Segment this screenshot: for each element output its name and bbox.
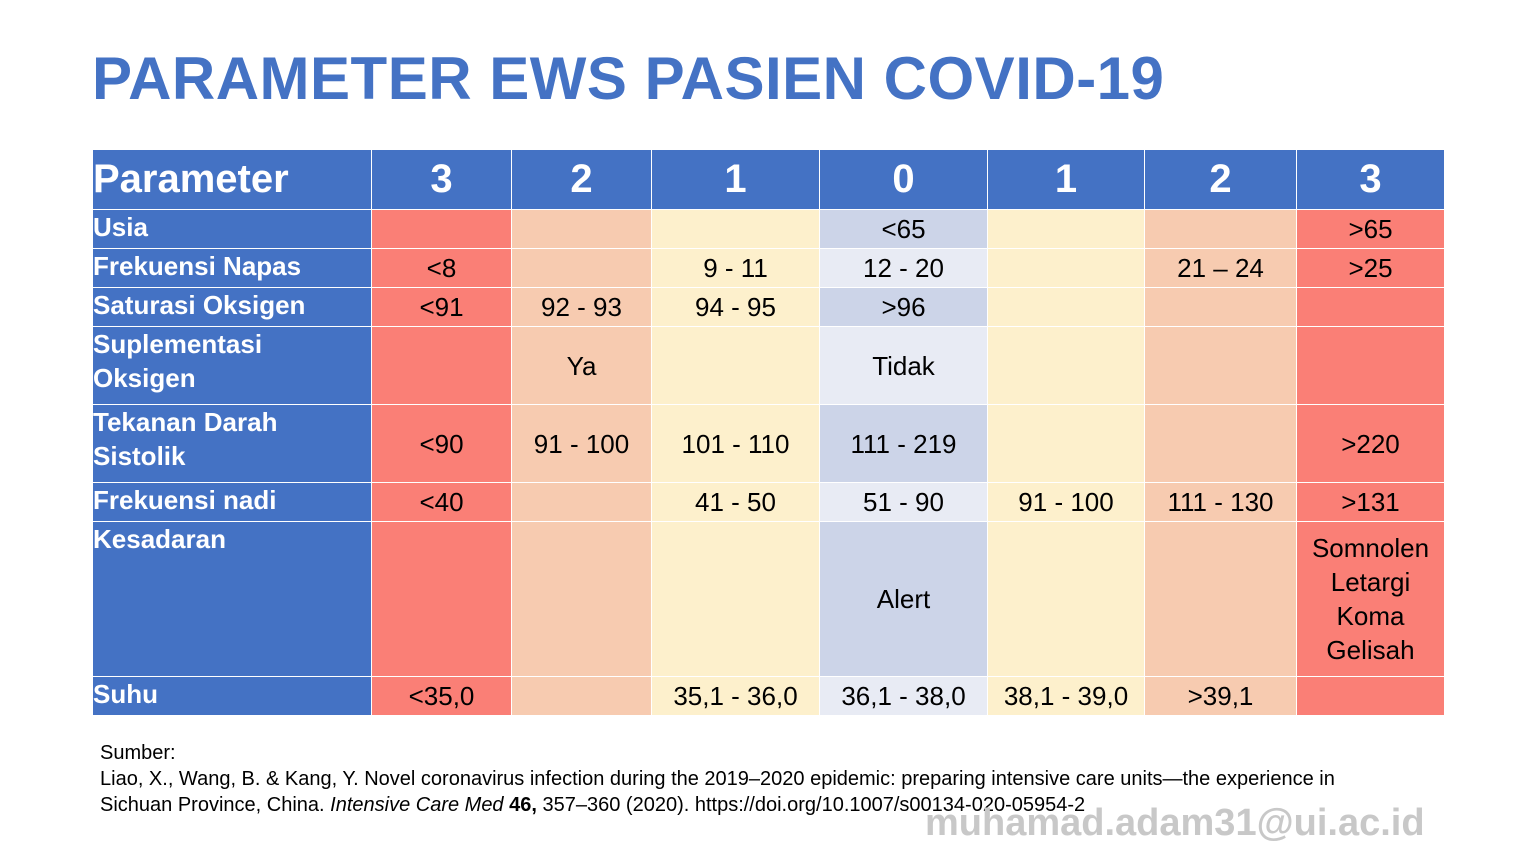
- table-cell: [371, 326, 512, 405]
- table-cell: [651, 326, 820, 405]
- header-score: 1: [651, 149, 820, 210]
- table-cell: [987, 209, 1145, 249]
- row-label: Tekanan Darah Sistolik: [92, 404, 372, 483]
- table-cell: <35,0: [371, 676, 512, 716]
- row-label: Suplementasi Oksigen: [92, 326, 372, 405]
- consciousness-item: Somnolen: [1311, 533, 1430, 563]
- consciousness-item: Koma: [1336, 601, 1405, 631]
- table-cell: [987, 404, 1145, 483]
- table-cell: [987, 326, 1145, 405]
- source-citation: Sumber: Liao, X., Wang, B. & Kang, Y. No…: [100, 740, 1335, 818]
- row-label: Frekuensi nadi: [92, 482, 372, 522]
- table-cell: <40: [371, 482, 512, 522]
- table-cell: [1144, 521, 1297, 677]
- table-cell: <65: [819, 209, 988, 249]
- table-cell: 94 - 95: [651, 287, 820, 327]
- table-cell: 12 - 20: [819, 248, 988, 288]
- table-cell: Ya: [511, 326, 652, 405]
- table-row: Saturasi Oksigen <91 92 - 93 94 - 95 >96: [92, 287, 1445, 327]
- table-row: Kesadaran Alert Somnolen Letargi Koma Ge…: [92, 521, 1445, 677]
- table-cell: >96: [819, 287, 988, 327]
- table-cell: 9 - 11: [651, 248, 820, 288]
- table-cell: [987, 248, 1145, 288]
- ews-table: Parameter 3 2 1 0 1 2 3 Usia <65 >65 Fre…: [92, 149, 1445, 716]
- row-label: Suhu: [92, 676, 372, 716]
- table-cell: 51 - 90: [819, 482, 988, 522]
- header-score: 3: [371, 149, 512, 210]
- table-cell: 91 - 100: [987, 482, 1145, 522]
- page-title: PARAMETER EWS PASIEN COVID-19: [92, 45, 1165, 112]
- header-score: 2: [511, 149, 652, 210]
- table-cell: [651, 521, 820, 677]
- table-cell: <8: [371, 248, 512, 288]
- source-line-2: Sichuan Province, China. Intensive Care …: [100, 792, 1335, 818]
- table-row: Frekuensi Napas <8 9 - 11 12 - 20 21 – 2…: [92, 248, 1445, 288]
- header-score: 0: [819, 149, 988, 210]
- table-cell: 21 – 24: [1144, 248, 1297, 288]
- row-label: Frekuensi Napas: [92, 248, 372, 288]
- consciousness-item: Gelisah: [1326, 635, 1415, 665]
- table-cell: [1144, 326, 1297, 405]
- table-cell: [1296, 676, 1445, 716]
- source-line-2-prefix: Sichuan Province, China.: [100, 794, 331, 816]
- header-score: 1: [987, 149, 1145, 210]
- table-cell: [987, 287, 1145, 327]
- table-cell: [1144, 404, 1297, 483]
- row-label: Saturasi Oksigen: [92, 287, 372, 327]
- table-row: Usia <65 >65: [92, 209, 1445, 249]
- header-score: 2: [1144, 149, 1297, 210]
- table-header-row: Parameter 3 2 1 0 1 2 3: [92, 149, 1445, 210]
- table-cell: <91: [371, 287, 512, 327]
- table-cell: Alert: [819, 521, 988, 677]
- table-cell: [511, 676, 652, 716]
- table-cell: >39,1: [1144, 676, 1297, 716]
- table-cell: 91 - 100: [511, 404, 652, 483]
- journal-name: Intensive Care Med: [330, 794, 504, 816]
- table-cell: [651, 209, 820, 249]
- table-cell: [1144, 209, 1297, 249]
- source-line-2-suffix: 357–360 (2020). https://doi.org/10.1007/…: [536, 794, 1086, 816]
- table-cell: Tidak: [819, 326, 988, 405]
- table-cell: [511, 209, 652, 249]
- table-row: Frekuensi nadi <40 41 - 50 51 - 90 91 - …: [92, 482, 1445, 522]
- table-cell: <90: [371, 404, 512, 483]
- source-line-1: Liao, X., Wang, B. & Kang, Y. Novel coro…: [100, 768, 1335, 790]
- table-cell: >131: [1296, 482, 1445, 522]
- table-cell: >220: [1296, 404, 1445, 483]
- table-cell: [371, 209, 512, 249]
- table-cell: 36,1 - 38,0: [819, 676, 988, 716]
- table-cell: [1296, 326, 1445, 405]
- table-cell: 111 - 219: [819, 404, 988, 483]
- watermark-email: muhamad.adam31@ui.ac.id: [925, 802, 1425, 844]
- table-cell: 92 - 93: [511, 287, 652, 327]
- table-cell: [371, 521, 512, 677]
- table-cell: 41 - 50: [651, 482, 820, 522]
- header-score: 3: [1296, 149, 1445, 210]
- table-row: Suhu <35,0 35,1 - 36,0 36,1 - 38,0 38,1 …: [92, 676, 1445, 716]
- table-cell-consciousness: Somnolen Letargi Koma Gelisah: [1296, 521, 1445, 677]
- table-cell: [511, 521, 652, 677]
- table-cell: >25: [1296, 248, 1445, 288]
- table-cell: 38,1 - 39,0: [987, 676, 1145, 716]
- table-cell: [511, 248, 652, 288]
- table-cell: [1144, 287, 1297, 327]
- row-label: Usia: [92, 209, 372, 249]
- table-cell: [1296, 287, 1445, 327]
- header-parameter: Parameter: [92, 149, 372, 210]
- table-cell: >65: [1296, 209, 1445, 249]
- table-row: Tekanan Darah Sistolik <90 91 - 100 101 …: [92, 404, 1445, 483]
- table-cell: 35,1 - 36,0: [651, 676, 820, 716]
- table-cell: [511, 482, 652, 522]
- table-cell: [987, 521, 1145, 677]
- table-cell: 111 - 130: [1144, 482, 1297, 522]
- table-cell: 101 - 110: [651, 404, 820, 483]
- row-label: Kesadaran: [92, 521, 372, 677]
- journal-volume: 46,: [509, 794, 537, 816]
- consciousness-item: Letargi: [1330, 567, 1411, 597]
- table-row: Suplementasi Oksigen Ya Tidak: [92, 326, 1445, 405]
- source-heading: Sumber:: [100, 742, 176, 764]
